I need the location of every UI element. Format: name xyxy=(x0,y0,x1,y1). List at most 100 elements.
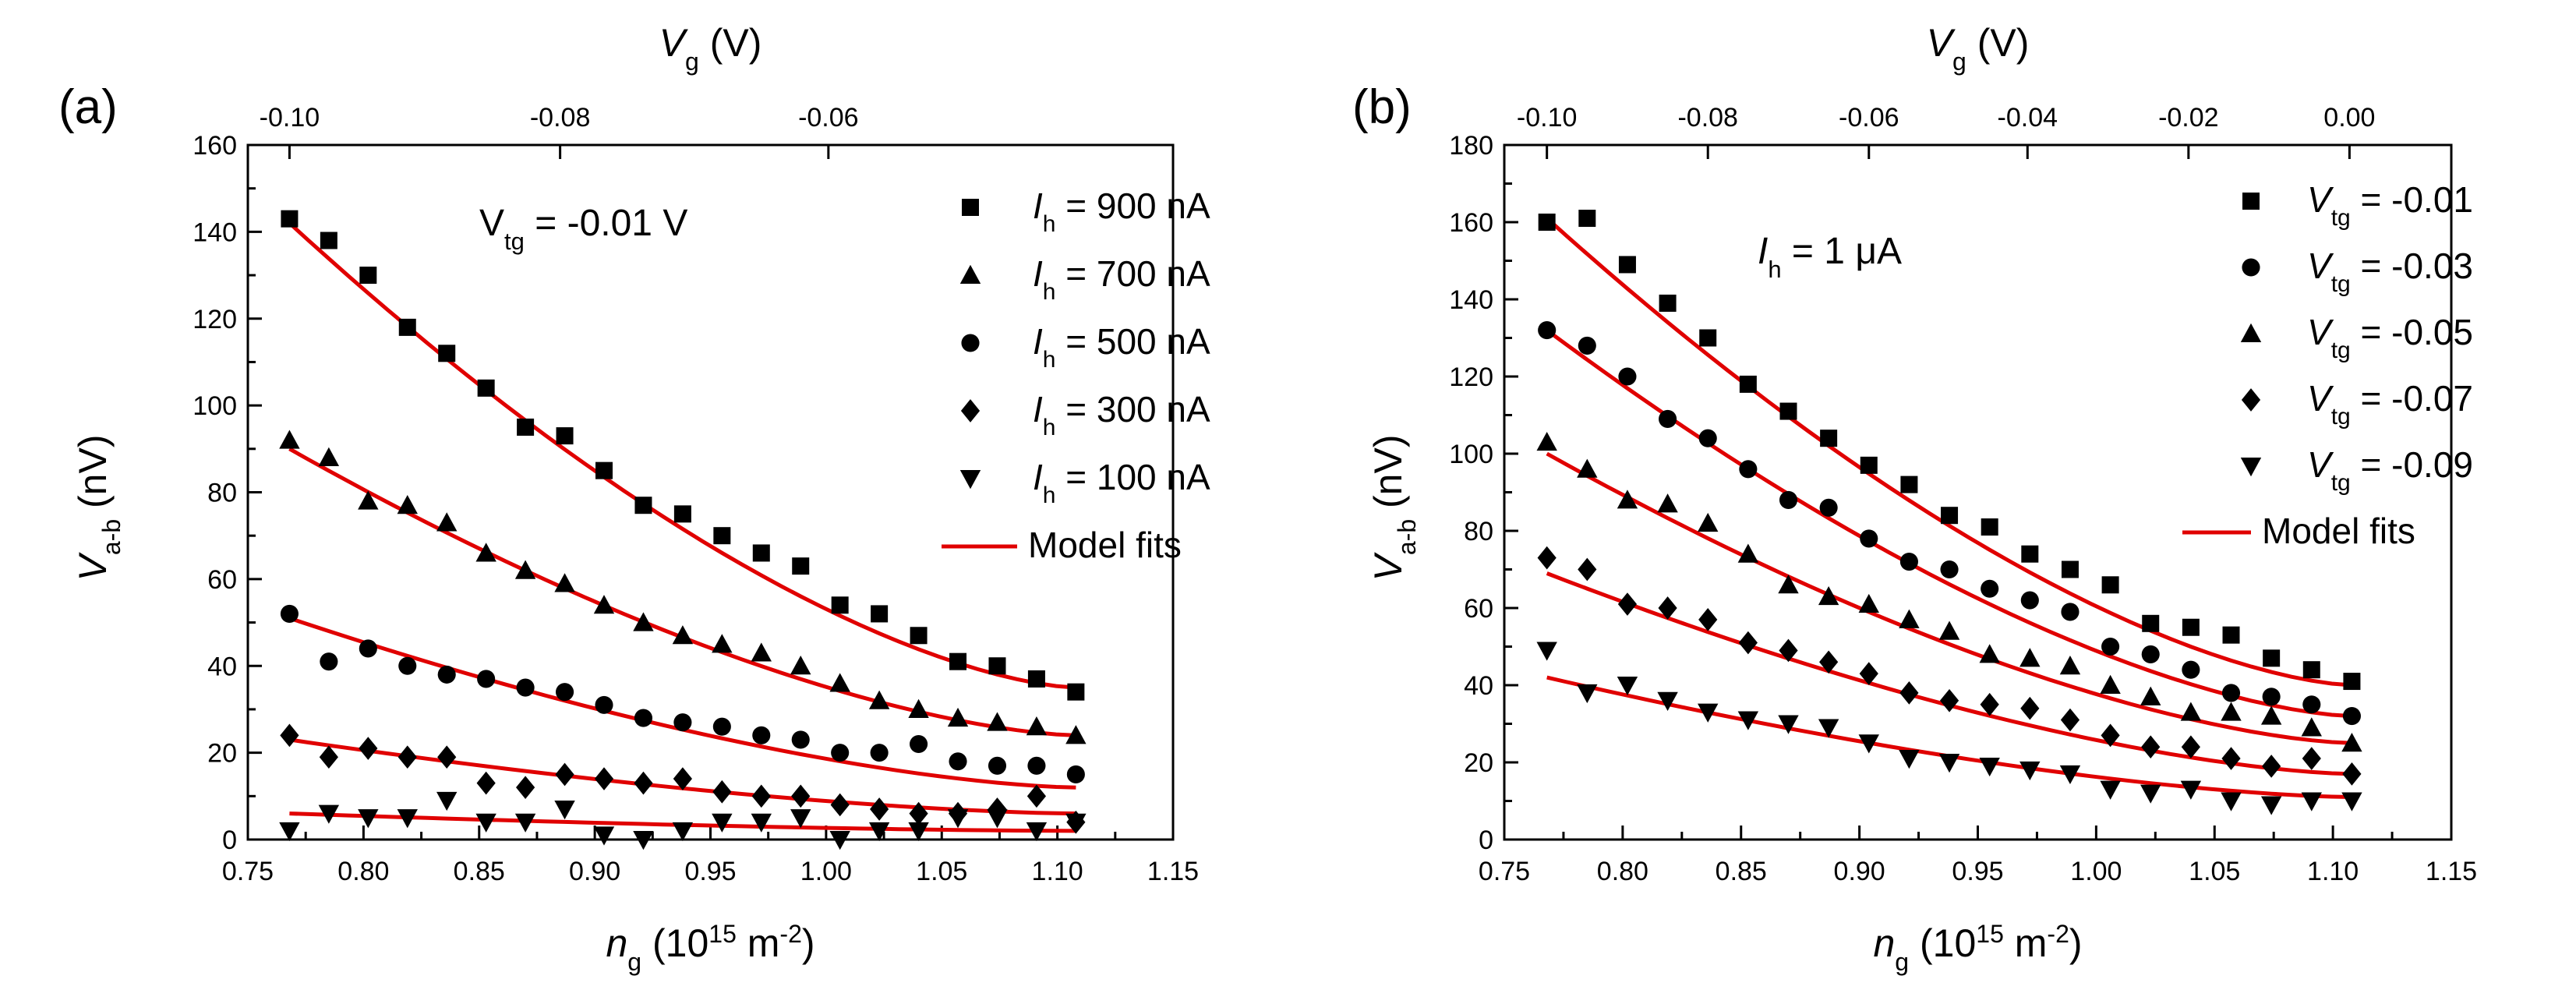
data-point-s1 xyxy=(1820,430,1838,447)
data-point-s3 xyxy=(2019,648,2041,667)
data-point-s3 xyxy=(320,652,338,671)
data-point-s5 xyxy=(1698,703,1719,723)
data-point-s2 xyxy=(947,707,969,727)
data-point-s1 xyxy=(1578,210,1596,228)
data-point-s5 xyxy=(1657,691,1678,711)
x-tick-label: 0.90 xyxy=(569,857,620,886)
data-point-s1 xyxy=(1538,214,1556,231)
data-point-s4 xyxy=(751,784,771,808)
top-tick-label: -0.10 xyxy=(260,103,320,133)
data-point-s2 xyxy=(751,642,772,662)
data-point-s2 xyxy=(1698,429,1717,447)
data-point-s1 xyxy=(831,596,849,614)
y-tick-label: 100 xyxy=(1449,440,1493,469)
data-point-s4 xyxy=(2060,708,2080,732)
data-point-s2 xyxy=(279,430,300,449)
legend-entry-2: Vtg = -0.03 xyxy=(2307,246,2473,297)
data-point-s4 xyxy=(1698,608,1718,631)
top-tick-label: 0.00 xyxy=(2323,103,2375,133)
data-point-s3 xyxy=(1066,765,1085,784)
data-point-s3 xyxy=(870,744,889,762)
panel-label: (a) xyxy=(58,80,118,134)
legend-entry-2: Ih = 700 nA xyxy=(1033,253,1210,305)
y-axis-title: Va-b (nV) xyxy=(1366,435,1421,582)
data-point-s4 xyxy=(1658,596,1677,620)
data-point-s2 xyxy=(1739,460,1758,479)
data-point-s4 xyxy=(1779,638,1798,663)
data-point-s2 xyxy=(987,712,1008,731)
data-point-s4 xyxy=(1859,662,1878,685)
data-point-s4 xyxy=(2342,762,2362,786)
data-point-s1 xyxy=(1739,375,1757,393)
data-point-s3 xyxy=(1027,756,1046,775)
top-tick-label: -0.10 xyxy=(1517,103,1578,133)
data-point-s3 xyxy=(752,726,771,744)
data-point-s2 xyxy=(436,512,458,532)
legend-marker-4 xyxy=(2241,388,2261,412)
data-point-s3 xyxy=(477,670,496,688)
data-point-s2 xyxy=(1065,725,1087,744)
data-point-s2 xyxy=(1981,579,1999,598)
data-point-s2 xyxy=(593,595,615,614)
y-tick-label: 180 xyxy=(1449,131,1493,161)
data-point-s3 xyxy=(712,717,731,736)
data-point-s5 xyxy=(279,822,300,842)
x-tick-label: 1.05 xyxy=(916,857,967,886)
data-point-s3 xyxy=(2260,705,2282,725)
data-point-s3 xyxy=(1617,490,1638,509)
data-point-s4 xyxy=(476,771,496,795)
data-point-s1 xyxy=(595,461,613,479)
data-point-s4 xyxy=(2181,735,2200,759)
legend-marker-5 xyxy=(959,470,981,490)
data-point-s5 xyxy=(554,801,575,820)
data-point-s2 xyxy=(868,690,890,709)
data-point-s3 xyxy=(949,752,967,771)
y-tick-label: 160 xyxy=(1449,208,1493,238)
data-point-s2 xyxy=(2221,684,2241,702)
y-tick-label: 120 xyxy=(193,305,237,334)
data-point-s1 xyxy=(2343,673,2361,691)
data-point-s1 xyxy=(634,497,652,514)
data-point-s2 xyxy=(2302,695,2321,714)
y-tick-label: 40 xyxy=(1464,671,1493,701)
data-point-s1 xyxy=(1659,294,1677,312)
x-tick-label: 0.95 xyxy=(1952,857,2003,886)
top-axis-title: Vg (V) xyxy=(659,21,762,76)
data-point-s2 xyxy=(2342,707,2361,726)
chart-panel-a: 0.75 0.80 0.85 0.90 0.95 1.00 1.05 1.10 1.15 0 20 4… xyxy=(58,21,1210,976)
data-point-s5 xyxy=(358,809,379,829)
data-point-s3 xyxy=(1818,585,1839,606)
y-tick-label: 0 xyxy=(1479,826,1493,855)
data-point-s5 xyxy=(2180,780,2202,800)
data-point-s3 xyxy=(1858,593,1879,613)
x-tick-label: 1.00 xyxy=(2070,857,2122,886)
data-point-s3 xyxy=(280,604,299,623)
data-point-s5 xyxy=(751,813,772,833)
x-axis-title: ng (1015 m-2) xyxy=(1873,920,2082,976)
data-point-s3 xyxy=(1778,575,1799,594)
data-point-s5 xyxy=(672,822,694,842)
data-point-s3 xyxy=(437,665,456,684)
data-point-s1 xyxy=(871,605,889,623)
data-point-s4 xyxy=(1899,681,1919,705)
x-tick-label: 1.15 xyxy=(1147,857,1199,886)
legend-marker-3 xyxy=(2240,323,2262,342)
data-point-s2 xyxy=(1819,498,1838,517)
legend-marker-1 xyxy=(2242,193,2260,210)
data-point-s2 xyxy=(1578,336,1596,355)
data-point-s5 xyxy=(1026,822,1048,842)
x-tick-label: 1.10 xyxy=(2307,857,2359,886)
data-point-s1 xyxy=(1981,518,1998,536)
data-point-s1 xyxy=(2142,614,2160,632)
data-point-s2 xyxy=(829,673,850,692)
y-tick-label: 20 xyxy=(207,739,237,769)
legend-entry-3: Ih = 500 nA xyxy=(1033,321,1210,373)
data-point-s2 xyxy=(712,634,733,653)
data-point-s1 xyxy=(359,267,377,285)
data-point-s5 xyxy=(1617,677,1638,696)
data-point-s5 xyxy=(1858,734,1879,754)
x-tick-label: 1.10 xyxy=(1032,857,1083,886)
data-point-s3 xyxy=(2180,702,2202,721)
data-point-s2 xyxy=(2182,660,2200,679)
data-point-s1 xyxy=(713,527,731,545)
